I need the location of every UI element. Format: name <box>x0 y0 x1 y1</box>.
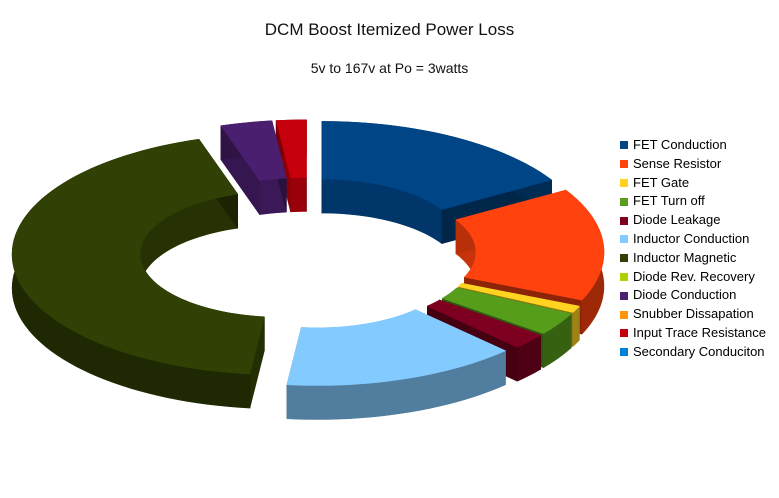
legend: FET Conduction Sense Resistor FET Gate FET … <box>620 136 766 362</box>
slice-inductor-conduction <box>286 309 506 420</box>
legend-item-fet-conduction: FET Conduction <box>620 136 766 155</box>
legend-swatch <box>620 216 628 225</box>
legend-item-secondary-conduciton: Secondary Conduciton <box>620 343 766 362</box>
legend-label: Diode Leakage <box>633 212 721 228</box>
legend-label: FET Conduction <box>633 137 727 152</box>
slice-top <box>275 119 307 179</box>
legend-label: Secondary Conduciton <box>633 343 765 359</box>
legend-item-sense-resistor: Sense Resistor <box>620 155 766 174</box>
legend-label: Sense Resistor <box>633 155 722 171</box>
legend-label: FET Turn off <box>633 193 705 209</box>
slice-top <box>11 139 265 375</box>
slice-top <box>458 283 580 313</box>
chart-subtitle: 5v to 167v at Po = 3watts <box>310 60 469 76</box>
legend-item-inductor-conduction: Inductor Conduction <box>620 230 766 249</box>
legend-swatch <box>620 329 628 338</box>
chart-title: DCM Boost Itemized Power Loss <box>264 20 515 39</box>
legend-swatch <box>620 178 628 187</box>
legend-label: Input Trace Resistance <box>633 324 766 340</box>
slice-diode-conduction <box>220 120 287 215</box>
legend-item-diode-leakage: Diode Leakage <box>620 211 766 230</box>
slice-top <box>220 120 287 181</box>
legend-label: Inductor Conduction <box>633 230 750 246</box>
legend-swatch <box>620 291 628 300</box>
legend-swatch <box>620 197 628 206</box>
legend-item-fet-turn-off: FET Turn off <box>620 192 766 211</box>
legend-swatch <box>620 310 628 319</box>
legend-label: Snubber Dissapation <box>633 306 754 322</box>
slice-top <box>286 309 506 386</box>
legend-label: Diode Rev. Recovery <box>633 268 755 284</box>
legend-swatch <box>620 160 628 169</box>
slice-top <box>427 299 542 348</box>
legend-item-input-trace-resistance: Input Trace Resistance <box>620 324 766 343</box>
legend-swatch <box>620 348 628 357</box>
legend-item-fet-gate: FET Gate <box>620 174 766 193</box>
legend-label: FET Gate <box>633 174 690 190</box>
slice-top <box>442 287 572 334</box>
legend-label: Inductor Magnetic <box>633 249 737 265</box>
legend-item-snubber-dissapation: Snubber Dissapation <box>620 305 766 324</box>
legend-swatch <box>620 254 628 263</box>
slice-inductor-magnetic <box>11 139 265 409</box>
legend-swatch <box>620 235 628 244</box>
legend-swatch <box>620 141 628 150</box>
legend-swatch <box>620 272 628 281</box>
slice-top <box>321 121 552 210</box>
slice-outer-wall <box>572 305 580 347</box>
slice-top <box>455 189 605 301</box>
legend-item-inductor-magnetic: Inductor Magnetic <box>620 249 766 268</box>
legend-label: Diode Conduction <box>633 287 737 303</box>
slice-inner-wall <box>290 177 307 213</box>
legend-item-diode-conduction: Diode Conduction <box>620 286 766 305</box>
legend-item-diode-rev-recovery: Diode Rev. Recovery <box>620 268 766 287</box>
